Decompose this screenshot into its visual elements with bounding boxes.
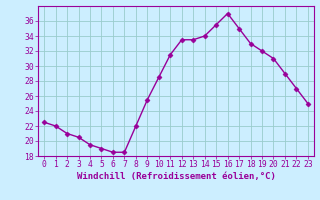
X-axis label: Windchill (Refroidissement éolien,°C): Windchill (Refroidissement éolien,°C) — [76, 172, 276, 181]
